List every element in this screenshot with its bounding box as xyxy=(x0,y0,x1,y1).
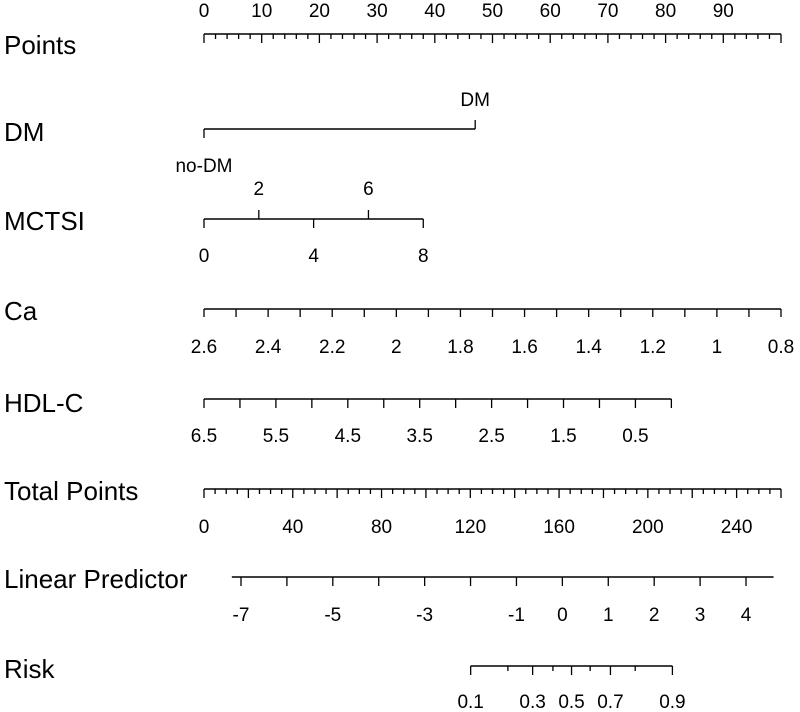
total-points-tick-label: 240 xyxy=(721,517,753,538)
hdl-c-tick-label: 2.5 xyxy=(478,426,504,447)
points-tick-label: 70 xyxy=(597,1,618,22)
risk-tick-label: 0.1 xyxy=(457,692,483,712)
linear-predictor-tick-label: -3 xyxy=(416,605,433,626)
total-points-tick-label: 80 xyxy=(371,517,392,538)
risk-tick-label: 0.9 xyxy=(659,692,685,712)
hdl-c-row: HDL-C 6.5 5.5 4.5 3.5 2.5 1.5 0.5 xyxy=(4,388,673,447)
dm-level-no-dm: no-DM xyxy=(175,156,232,177)
ca-tick-label: 0.8 xyxy=(768,337,794,358)
total-points-tick-label: 160 xyxy=(543,517,575,538)
linear-predictor-tick-label: -1 xyxy=(508,605,525,626)
hdl-c-label: HDL-C xyxy=(4,388,83,418)
dm-level-dm: DM xyxy=(460,90,490,111)
ca-tick-label: 1.6 xyxy=(511,337,537,358)
linear-predictor-tick-label: 0 xyxy=(557,605,568,626)
ca-tick-label: 2 xyxy=(391,337,402,358)
total-points-tick-label: 40 xyxy=(282,517,303,538)
mctsi-label: MCTSI xyxy=(4,206,85,236)
points-tick-label: 10 xyxy=(251,1,272,22)
total-points-tick-label: 120 xyxy=(454,517,486,538)
points-tick-label: 50 xyxy=(482,1,503,22)
linear-predictor-tick-label: -5 xyxy=(324,605,341,626)
hdl-c-tick-label: 1.5 xyxy=(550,426,576,447)
risk-tick-label: 0.5 xyxy=(558,692,584,712)
linear-predictor-tick-label: 2 xyxy=(649,605,660,626)
dm-label: DM xyxy=(4,117,44,147)
linear-predictor-tick-label: 4 xyxy=(741,605,752,626)
mctsi-tick-label: 8 xyxy=(418,246,429,267)
ca-tick-label: 1.8 xyxy=(447,337,473,358)
mctsi-tick-label: 6 xyxy=(363,179,374,200)
total-points-tick-label: 200 xyxy=(632,517,664,538)
linear-predictor-row: Linear Predictor -7 -5 -3 -1 0 1 2 3 4 xyxy=(4,564,774,626)
risk-row: Risk 0.1 0.3 0.5 0.7 0.9 xyxy=(4,654,686,712)
hdl-c-tick-label: 5.5 xyxy=(263,426,289,447)
points-tick-label: 80 xyxy=(655,1,676,22)
ca-label: Ca xyxy=(4,296,38,326)
total-points-row: Total Points 0 40 80 120 160 200 240 xyxy=(4,476,782,538)
hdl-c-tick-label: 4.5 xyxy=(335,426,361,447)
dm-row: DM no-DM DM xyxy=(4,90,490,177)
ca-tick-label: 1 xyxy=(712,337,723,358)
risk-tick-label: 0.7 xyxy=(597,692,623,712)
linear-predictor-label: Linear Predictor xyxy=(4,564,188,594)
points-label: Points xyxy=(4,30,76,60)
linear-predictor-tick-label: -7 xyxy=(233,605,250,626)
ca-row: Ca 2.6 2.4 2.2 2 1.8 1.6 1.4 1.2 1 0.8 xyxy=(4,296,794,358)
mctsi-row: MCTSI 2 6 0 4 8 xyxy=(4,179,429,267)
hdl-c-tick-label: 3.5 xyxy=(406,426,432,447)
hdl-c-tick-label: 6.5 xyxy=(191,426,217,447)
mctsi-tick-label: 2 xyxy=(254,179,265,200)
points-tick-label: 30 xyxy=(367,1,388,22)
ca-tick-label: 1.2 xyxy=(640,337,666,358)
ca-tick-label: 2.2 xyxy=(319,337,345,358)
total-points-label: Total Points xyxy=(4,476,138,506)
linear-predictor-tick-label: 3 xyxy=(695,605,706,626)
points-tick-label: 60 xyxy=(540,1,561,22)
points-row: Points 0 10 20 30 40 50 60 70 80 90 xyxy=(4,1,782,60)
ca-tick-label: 2.6 xyxy=(191,337,217,358)
points-tick-label: 20 xyxy=(309,1,330,22)
ca-tick-label: 2.4 xyxy=(255,337,282,358)
linear-predictor-tick-label: 1 xyxy=(603,605,614,626)
risk-tick-label: 0.3 xyxy=(519,692,545,712)
hdl-c-tick-label: 0.5 xyxy=(622,426,648,447)
points-tick-label: 40 xyxy=(424,1,445,22)
points-tick-label: 90 xyxy=(713,1,734,22)
points-tick-label: 0 xyxy=(199,1,210,22)
total-points-tick-label: 0 xyxy=(199,517,210,538)
mctsi-tick-label: 0 xyxy=(199,246,210,267)
ca-tick-label: 1.4 xyxy=(575,337,602,358)
mctsi-tick-label: 4 xyxy=(308,246,319,267)
risk-label: Risk xyxy=(4,654,56,684)
